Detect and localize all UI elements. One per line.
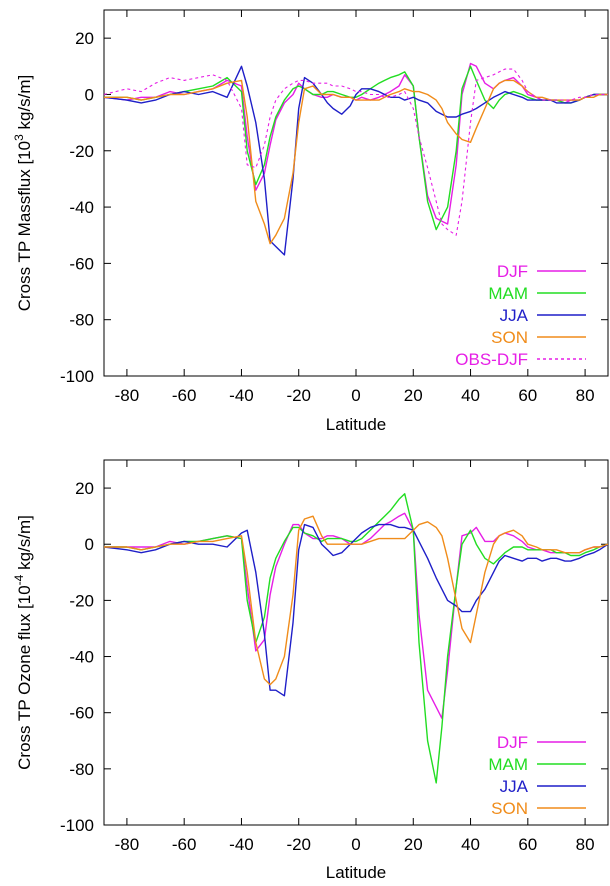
- x-tick-label: -80: [115, 835, 140, 854]
- series-line-djf: [104, 62, 608, 225]
- legend-label-son: SON: [491, 328, 528, 347]
- x-axis-label: Latitude: [326, 863, 387, 882]
- series-line-jja: [104, 523, 608, 697]
- legend-label-obs-djf: OBS-DJF: [455, 350, 528, 369]
- x-tick-label: -40: [229, 386, 254, 405]
- plot-frame: [103, 9, 609, 377]
- series-line-son: [104, 79, 608, 245]
- y-tick-label: -40: [69, 198, 94, 217]
- y-tick-label: -80: [69, 760, 94, 779]
- y-tick-label: -60: [69, 254, 94, 273]
- y-tick-label: -80: [69, 311, 94, 330]
- series-line-son: [104, 515, 608, 686]
- x-tick-label: -80: [115, 386, 140, 405]
- x-tick-label: 20: [404, 835, 423, 854]
- series-line-mam: [104, 493, 608, 784]
- x-axis-label: Latitude: [326, 415, 387, 434]
- legend-label-djf: DJF: [497, 733, 528, 752]
- y-tick-label: 0: [85, 535, 94, 554]
- x-tick-label: 80: [576, 835, 595, 854]
- y-tick-label: -60: [69, 704, 94, 723]
- legend-label-jja: JJA: [500, 306, 529, 325]
- x-tick-label: 60: [518, 835, 537, 854]
- x-tick-label: -60: [172, 835, 197, 854]
- ozone-flux-panel: 20 0 -20 -40 -60 -80 -100 -80 -60 -40 -20 0 20 40 60 80…: [12, 459, 609, 882]
- y-tick-label: 20: [75, 29, 94, 48]
- x-tick-label: 40: [461, 835, 480, 854]
- y-axis-label-unit: kg/s/m]: [15, 515, 34, 575]
- series-line-jja: [104, 65, 608, 256]
- plot-frame: [103, 459, 609, 826]
- x-tick-label: 60: [518, 386, 537, 405]
- x-tick-label: 20: [404, 386, 423, 405]
- y-tick-label: -20: [69, 142, 94, 161]
- series-line-obs-djf: [104, 68, 608, 236]
- massflux-panel: 20 0 -20 -40 -60 -80 -100 -80 -60 -40 -20 0 20 40 60 80…: [12, 9, 609, 434]
- legend-label-son: SON: [491, 799, 528, 818]
- y-tick-label: 20: [75, 479, 94, 498]
- x-tick-label: -20: [286, 386, 311, 405]
- y-axis-label: Cross TP Ozone flux [10-4 kg/s/m]: [12, 515, 34, 770]
- y-axis-label-unit: kg/s/m]: [15, 75, 34, 135]
- legend-label-mam: MAM: [488, 755, 528, 774]
- y-axis-label-main: Cross TP Ozone flux [10: [15, 585, 34, 770]
- y-tick-label: -40: [69, 648, 94, 667]
- x-tick-label: 0: [351, 386, 360, 405]
- y-axis-label: Cross TP Massflux [103 kg/s/m]: [12, 75, 34, 312]
- legend-label-djf: DJF: [497, 262, 528, 281]
- legend-label-jja: JJA: [500, 777, 529, 796]
- y-axis-label-exponent: 3: [12, 134, 26, 141]
- x-tick-label: -60: [172, 386, 197, 405]
- x-tick-label: 80: [576, 386, 595, 405]
- y-tick-label: -100: [60, 816, 94, 835]
- x-tick-label: -20: [286, 835, 311, 854]
- x-tick-label: 0: [351, 835, 360, 854]
- y-tick-label: -20: [69, 591, 94, 610]
- x-tick-label: 40: [461, 386, 480, 405]
- series-line-mam: [104, 65, 608, 231]
- legend-label-mam: MAM: [488, 284, 528, 303]
- y-axis-label-exponent: -4: [12, 574, 26, 585]
- y-tick-label: 0: [85, 85, 94, 104]
- y-tick-label: -100: [60, 367, 94, 386]
- y-axis-label-main: Cross TP Massflux [10: [15, 141, 34, 311]
- x-tick-label: -40: [229, 835, 254, 854]
